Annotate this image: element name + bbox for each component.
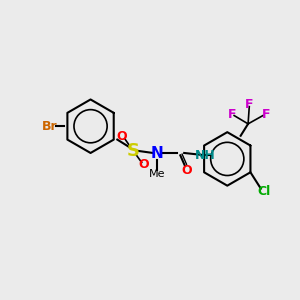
Text: Br: Br xyxy=(42,120,58,133)
Text: F: F xyxy=(245,98,254,111)
Text: F: F xyxy=(227,108,236,122)
Text: O: O xyxy=(139,158,149,171)
Text: F: F xyxy=(262,108,270,122)
Text: Cl: Cl xyxy=(257,185,270,198)
Text: O: O xyxy=(116,130,127,143)
Text: Me: Me xyxy=(148,169,165,179)
Text: N: N xyxy=(151,146,163,161)
Text: S: S xyxy=(127,142,140,160)
Text: NH: NH xyxy=(195,149,215,162)
Text: O: O xyxy=(182,164,193,177)
